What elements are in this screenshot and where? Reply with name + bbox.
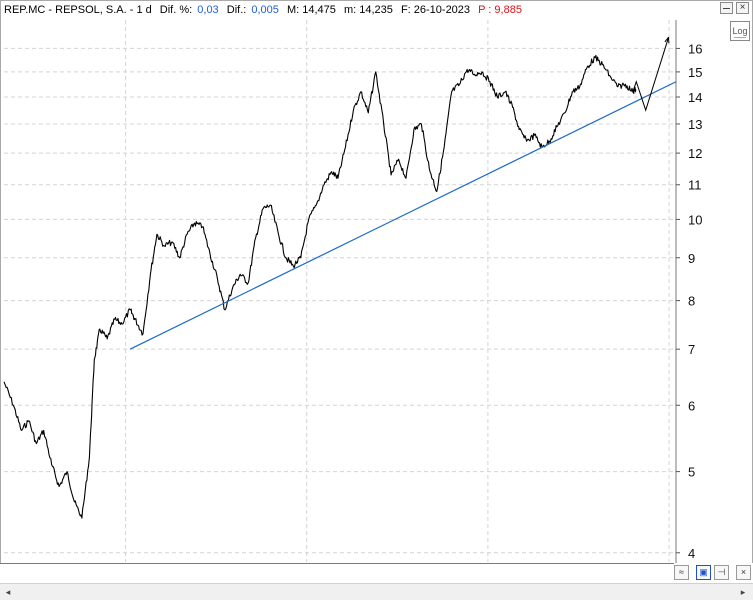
chart-header: REP.MC - REPSOL, S.A. - 1 d Dif. %: 0,03… [4, 2, 527, 18]
grid-lines [4, 20, 677, 563]
y-tick-label: 5 [688, 465, 695, 480]
x-axis-strip [0, 563, 753, 584]
drawing-overlays [129, 36, 677, 350]
price-line [3, 54, 637, 519]
projection-path [632, 37, 670, 112]
dif-pct-label: Dif. %: [159, 4, 193, 16]
minimize-button[interactable] [720, 2, 733, 14]
save-icon[interactable]: ▣ [696, 565, 711, 580]
y-tick-label: 7 [688, 342, 695, 357]
log-scale-button[interactable]: Log [730, 21, 750, 41]
dif-pct-value: 0,03 [197, 4, 219, 16]
projection-arrowhead [664, 36, 670, 44]
scroll-left-icon[interactable]: ◂ [5, 587, 11, 597]
corner-tools: ≈ ▣ ⊣ × [674, 563, 753, 583]
y-tick-label: 12 [688, 146, 702, 161]
wave-tool-button[interactable]: ≈ [674, 565, 689, 580]
y-tick-label: 4 [688, 546, 695, 561]
y-tick-label: 10 [688, 212, 702, 227]
min-label: m: 14,235 [343, 4, 393, 16]
y-tick-label: 11 [688, 178, 702, 193]
y-tick-label: 8 [688, 294, 695, 309]
close-button[interactable]: × [736, 2, 749, 14]
price-series [3, 54, 637, 519]
scroll-right-icon[interactable]: ▸ [740, 587, 746, 597]
dif-label: Dif.: [226, 4, 247, 16]
ticker-label: REP.MC - REPSOL, S.A. - 1 d [4, 4, 152, 16]
support-trendline [129, 81, 677, 350]
dif-value: 0,005 [251, 4, 279, 16]
y-axis-ticks: 4 5 6 7 8 9 10 11 12 13 14 15 16 [676, 41, 702, 561]
performance-label: P : 9,885 [478, 4, 522, 16]
y-tick-label: 13 [688, 117, 702, 132]
y-tick-label: 14 [688, 90, 702, 105]
date-label: F: 26-10-2023 [400, 4, 471, 16]
horizontal-scrollbar[interactable]: ◂ ▸ [0, 583, 753, 600]
y-tick-label: 6 [688, 398, 695, 413]
y-tick-label: 15 [688, 65, 702, 80]
close-panel-button[interactable]: × [736, 565, 751, 580]
max-label: M: 14,475 [286, 4, 336, 16]
pin-button[interactable]: ⊣ [714, 565, 729, 580]
y-tick-label: 9 [688, 251, 695, 266]
y-tick-label: 16 [688, 41, 702, 56]
